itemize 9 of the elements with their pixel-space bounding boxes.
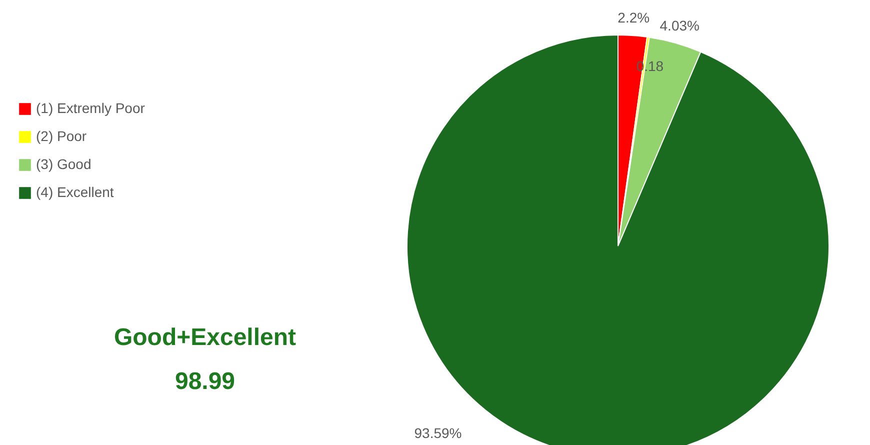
legend-label: (4) Excellent (36, 184, 114, 200)
legend-label: (2) Poor (36, 128, 87, 144)
data-label: 4.03% (660, 18, 700, 34)
text: 98.99 (174, 368, 236, 395)
text: Good+Excellent (114, 324, 296, 351)
data-label: 93.59% (414, 425, 462, 441)
data-label: 2.2% (618, 10, 650, 26)
legend-label: (3) Good (36, 156, 92, 172)
legend-label: (1) Extremly Poor (36, 100, 146, 116)
